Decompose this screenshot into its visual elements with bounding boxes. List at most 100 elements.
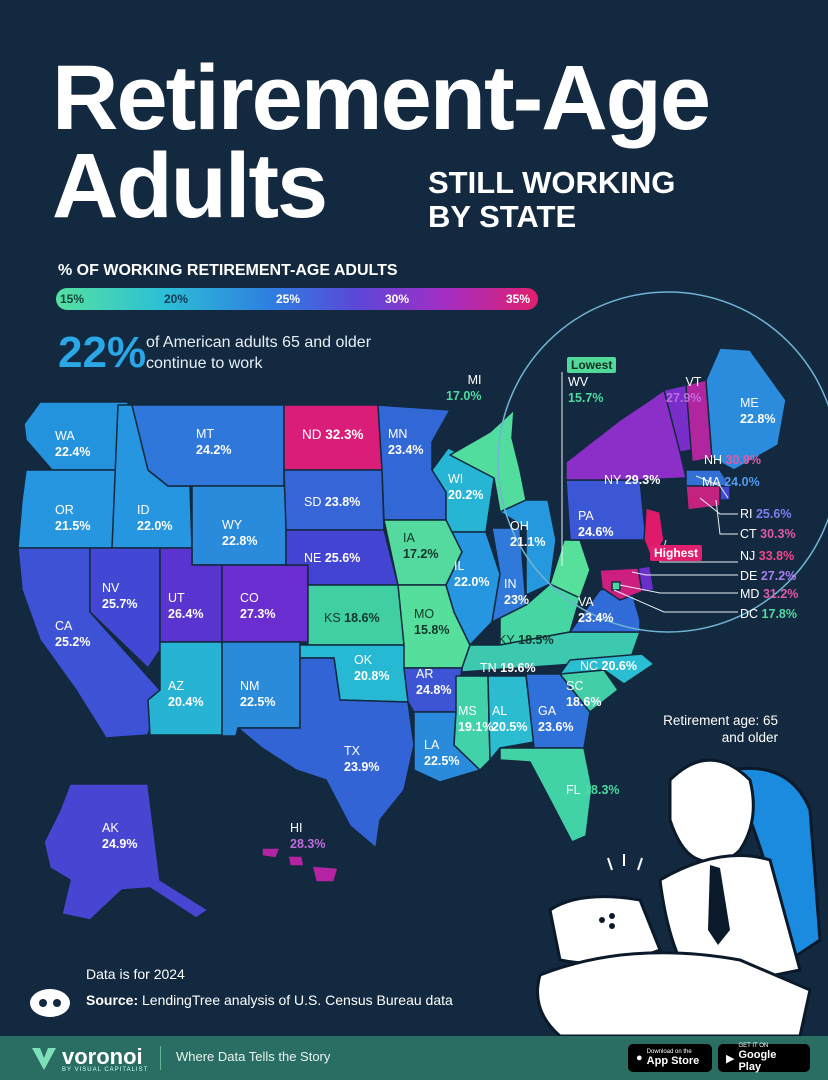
state-label-la: LA 22.5% (424, 737, 459, 769)
state-shape-dc (611, 581, 621, 591)
state-abbr: WY (222, 518, 243, 532)
state-value: 31.2% (762, 587, 799, 601)
state-abbr: OK (354, 653, 373, 667)
state-value: 23.8% (324, 495, 361, 509)
state-value: 19.6% (500, 661, 536, 675)
state-abbr: ID (137, 503, 150, 517)
state-value: 21.1% (510, 535, 546, 549)
visual-capitalist-logo-icon (30, 989, 70, 1017)
state-value: 15.8% (414, 623, 450, 637)
subtitle-line2: BY STATE (428, 199, 577, 234)
state-abbr: IN (504, 577, 517, 591)
state-label-ca: CA 25.2% (55, 618, 90, 650)
state-label-ar: AR 24.8% (416, 666, 451, 698)
state-abbr: MI (467, 373, 482, 387)
state-label-wv: WV 15.7% (568, 374, 603, 406)
state-value: 17.0% (446, 389, 482, 403)
state-label-ms: MS 19.1% (458, 703, 493, 735)
state-value: 20.5% (492, 720, 528, 734)
state-label-oh: OH 21.1% (510, 518, 545, 550)
lowest-badge: Lowest (567, 357, 617, 373)
legend-tick: 20% (164, 292, 189, 306)
state-value: 24.8% (416, 683, 452, 697)
state-label-nm: NM 22.5% (240, 678, 275, 710)
voronoi-logo-icon (32, 1048, 56, 1070)
state-value: 22.8% (222, 534, 258, 548)
state-value: 17.2% (403, 547, 439, 561)
northeast-zoom-circle (497, 291, 828, 633)
state-value: 22.5% (424, 754, 460, 768)
app-store-label: App Store (646, 1055, 700, 1067)
state-abbr: AL (492, 704, 508, 718)
state-value: 23% (504, 593, 530, 607)
state-label-mn: MN 23.4% (388, 426, 423, 458)
state-value: 20.8% (354, 669, 390, 683)
state-value: 18.5% (518, 633, 554, 647)
state-label-az: AZ 20.4% (168, 678, 203, 710)
legend-tick: 30% (385, 292, 410, 306)
state-label-in: IN 23% (504, 576, 529, 608)
state-value: 21.5% (55, 519, 91, 533)
state-abbr: WI (448, 472, 464, 486)
state-value: 33.8% (758, 549, 795, 563)
google-play-small: GET IT ON (738, 1043, 769, 1049)
state-abbr: NC (580, 659, 599, 673)
google-play-label: Google Play (738, 1049, 777, 1073)
state-value: 30.3% (760, 527, 796, 541)
source-line: Source: LendingTree analysis of U.S. Cen… (86, 992, 453, 1008)
state-abbr: TN (480, 661, 497, 675)
app-store-small: Download on the (646, 1049, 692, 1055)
state-label-co: CO 27.3% (240, 590, 275, 622)
state-value: 18.3% (584, 783, 620, 797)
state-abbr: FL (566, 783, 581, 797)
state-abbr: SD (304, 495, 322, 509)
state-label-ma: MA 24.0% (702, 474, 760, 490)
state-abbr: GA (538, 704, 557, 718)
state-label-al: AL 20.5% (492, 703, 527, 735)
state-value: 22.8% (740, 412, 776, 426)
state-value: 15.7% (568, 391, 604, 405)
state-abbr: LA (424, 738, 440, 752)
state-abbr: MS (458, 704, 477, 718)
highest-badge: Highest (650, 545, 703, 561)
source-label: Source: (86, 992, 139, 1008)
state-value: 18.6% (344, 611, 380, 625)
state-shape-hi-3 (311, 865, 339, 883)
state-label-ks: KS 18.6% (324, 610, 380, 626)
state-abbr: KY (498, 633, 515, 647)
source-text: LendingTree analysis of U.S. Census Bure… (142, 992, 453, 1008)
state-value: 20.2% (448, 488, 484, 502)
state-value: 23.9% (344, 760, 380, 774)
state-abbr: CO (240, 591, 259, 605)
state-shape-ct (685, 485, 721, 511)
state-shape-hi-1 (261, 847, 281, 859)
state-label-hi: HI 28.3% (290, 820, 325, 852)
state-label-tn: TN 19.6% (480, 660, 536, 676)
state-abbr: AZ (168, 679, 184, 693)
state-abbr: VT (685, 375, 702, 389)
state-label-ak: AK 24.9% (102, 820, 137, 852)
state-value: 19.1% (458, 720, 494, 734)
state-value: 20.4% (168, 695, 204, 709)
legend-color-scale (56, 288, 538, 310)
google-play-button[interactable]: ▶ GET IT ON Google Play (718, 1043, 810, 1073)
state-value: 23.6% (538, 720, 574, 734)
legend-tick: 25% (276, 292, 301, 306)
state-shape-nc (559, 653, 655, 685)
state-abbr: OR (55, 503, 74, 517)
man-with-tablet-illustration (536, 758, 822, 1036)
state-label-ky: KY 18.5% (498, 632, 554, 648)
state-value: 25.6% (755, 507, 792, 521)
footer-bar: voronoi BY VISUAL CAPITALIST Where Data … (0, 1036, 828, 1080)
state-label-dc: DC 17.8% (740, 606, 797, 622)
state-label-mo: MO 15.8% (414, 606, 449, 638)
page-title-line2: Adults (52, 135, 328, 237)
state-label-ia: IA 17.2% (403, 530, 438, 562)
state-abbr: NY (604, 473, 622, 487)
app-store-button[interactable]: ● Download on the App Store (628, 1044, 712, 1072)
play-icon: ▶ (726, 1052, 735, 1065)
state-label-ut: UT 26.4% (168, 590, 203, 622)
state-label-ga: GA 23.6% (538, 703, 573, 735)
state-label-nj: NJ 33.8% (740, 548, 794, 564)
state-label-ne: NE 25.6% (304, 550, 360, 566)
